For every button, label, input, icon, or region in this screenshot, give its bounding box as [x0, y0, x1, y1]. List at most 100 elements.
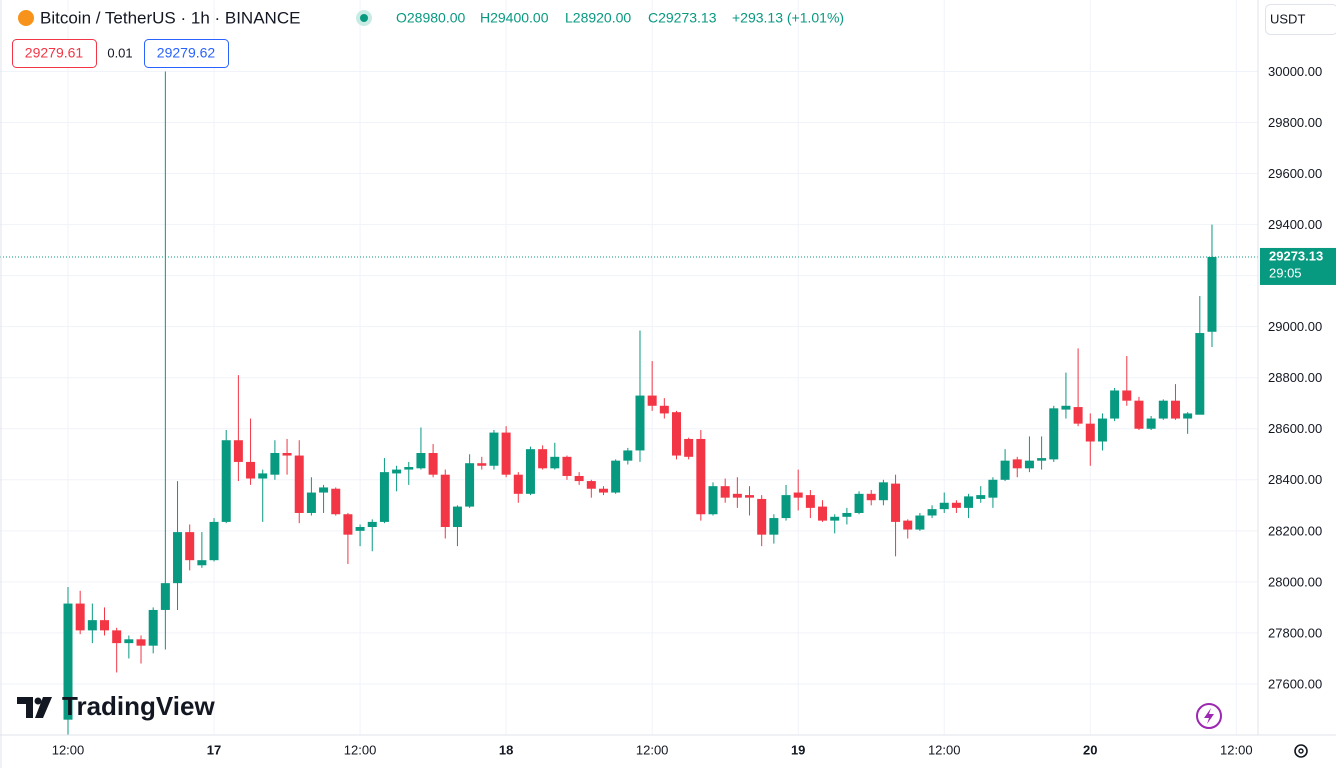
y-tick-label: 28800.00 — [1268, 370, 1322, 385]
candle-body — [866, 493, 876, 501]
y-tick-label: 27800.00 — [1268, 625, 1322, 640]
spread: 0.01 — [107, 45, 132, 60]
candle-body — [1134, 400, 1144, 429]
candle-body — [672, 412, 681, 456]
settings-icon[interactable] — [1294, 744, 1308, 758]
candle-body — [939, 502, 949, 510]
candle-body — [647, 395, 657, 406]
candle-body — [781, 495, 791, 519]
candle-body — [793, 492, 803, 498]
candle-body — [623, 450, 633, 461]
candle-body — [635, 395, 645, 451]
candle-body — [964, 496, 974, 508]
x-tick-label: 18 — [499, 742, 513, 757]
logo-part — [35, 697, 52, 718]
ask-price[interactable]: 29279.62 — [157, 45, 216, 61]
y-tick-label: 28600.00 — [1268, 421, 1322, 436]
candle-body — [282, 452, 292, 456]
sell-box[interactable] — [12, 39, 97, 68]
candle-body — [1073, 407, 1083, 424]
candle-body — [598, 488, 608, 493]
x-tick-label: 12:00 — [344, 742, 377, 757]
candle-body — [87, 620, 97, 631]
plot-area — [0, 71, 1258, 735]
candle-body — [951, 502, 961, 508]
legend-high: H29400.00 — [480, 10, 549, 26]
watermark: TradingView — [62, 691, 215, 721]
y-tick-label: 27600.00 — [1268, 676, 1322, 691]
candle-body — [465, 463, 475, 507]
candle-body — [148, 609, 158, 646]
candle-body — [1061, 405, 1071, 410]
candle-body — [209, 521, 219, 561]
buy-box[interactable] — [144, 39, 229, 68]
candle-body — [124, 639, 134, 644]
candle-body — [684, 438, 694, 457]
x-tick-label: 19 — [791, 742, 805, 757]
candle-body — [659, 405, 669, 414]
candle-body — [452, 506, 462, 528]
y-tick-label: 28200.00 — [1268, 523, 1322, 538]
candle-body — [416, 452, 426, 469]
candle-body — [306, 492, 316, 513]
candle-body — [842, 512, 852, 517]
candle-body — [63, 603, 73, 720]
candle-body — [367, 521, 377, 528]
legend-low: L28920.00 — [565, 10, 631, 26]
x-tick-label: 12:00 — [1220, 742, 1253, 757]
symbol-title: Bitcoin / TetherUS · 1h · BINANCE — [40, 8, 300, 27]
candle-body — [112, 630, 122, 644]
countdown: 29:05 — [1269, 265, 1302, 280]
candle-body — [903, 520, 913, 530]
x-tick-label: 12:00 — [636, 742, 669, 757]
candle-body — [258, 473, 268, 479]
candle-body — [696, 438, 706, 515]
bid-price[interactable]: 29279.61 — [25, 45, 84, 61]
y-tick-label: 29000.00 — [1268, 319, 1322, 334]
candle-body — [891, 483, 901, 522]
status-dot — [360, 14, 368, 22]
currency-label[interactable]: USDT — [1270, 11, 1305, 26]
candle-body — [1037, 458, 1047, 461]
last-price-tag — [1260, 247, 1336, 285]
last-price-label: 29273.13 — [1269, 248, 1323, 263]
candle-body — [818, 506, 828, 521]
candle-body — [586, 481, 596, 489]
candle-body — [513, 474, 523, 494]
candle-body — [185, 532, 195, 561]
candle-body — [1024, 460, 1034, 469]
settings-icon-center — [1298, 748, 1304, 754]
candle-body — [1049, 408, 1059, 460]
watermark-logo — [17, 697, 52, 718]
candle-body — [1000, 460, 1010, 480]
candle-body — [830, 516, 840, 521]
candle-body — [1122, 390, 1132, 401]
currency-button[interactable] — [1265, 4, 1336, 35]
legend-change: +293.13 (+1.01%) — [732, 10, 844, 26]
candle-body — [745, 495, 755, 498]
y-tick-label: 30000.00 — [1268, 64, 1322, 79]
y-tick-label: 29400.00 — [1268, 217, 1322, 232]
candle-body — [1207, 256, 1217, 332]
x-tick-label: 12:00 — [52, 742, 85, 757]
candle-body — [404, 467, 414, 470]
candle-body — [428, 452, 438, 475]
candle-body — [501, 432, 511, 475]
legend-open: O28980.00 — [396, 10, 465, 26]
candle-body — [343, 514, 353, 535]
candle-body — [927, 509, 937, 516]
bolt — [1204, 708, 1214, 724]
candle-body — [525, 449, 535, 494]
candle-body — [489, 432, 499, 466]
y-tick-label: 29800.00 — [1268, 115, 1322, 130]
candle-body — [221, 440, 231, 522]
x-tick-label: 12:00 — [928, 742, 961, 757]
candle-body — [1012, 459, 1022, 469]
candle-body — [294, 455, 304, 513]
candle-body — [270, 452, 280, 475]
candle-body — [100, 620, 110, 631]
candle-body — [331, 488, 341, 515]
candle-body — [611, 460, 621, 493]
candle-body — [1195, 333, 1205, 415]
